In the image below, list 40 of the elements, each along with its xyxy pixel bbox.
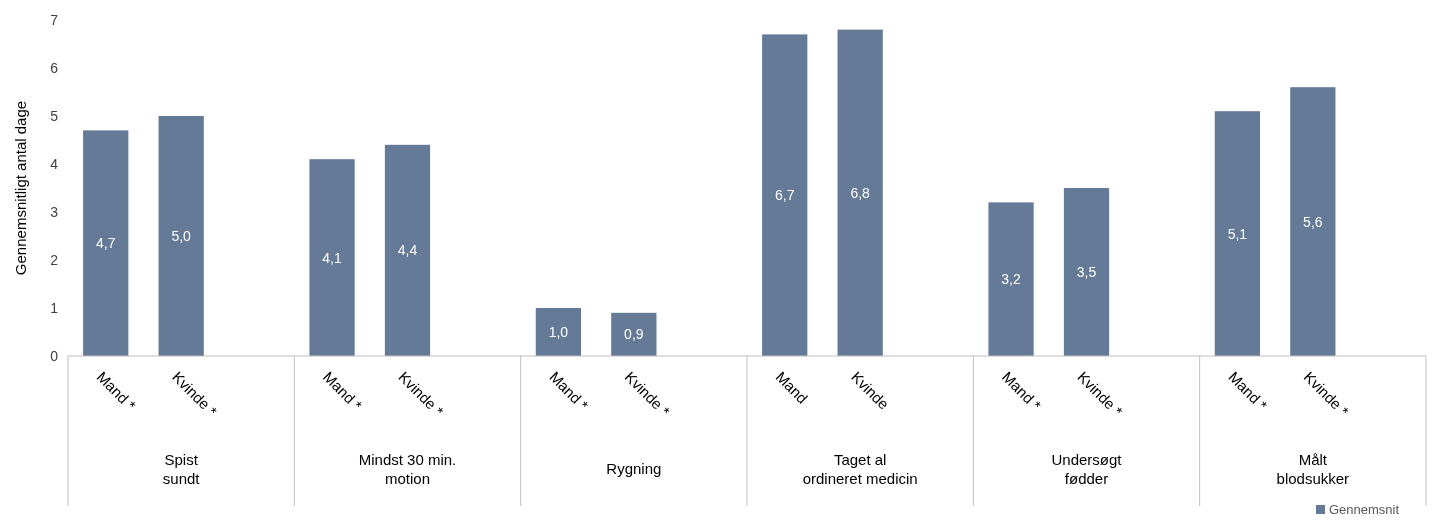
- text: Målt blodsukker: [1276, 451, 1350, 487]
- bar: [384, 144, 431, 356]
- y-axis-title: Gennemsnitligt antal dage: [12, 100, 29, 276]
- text: Spist sundt: [162, 451, 201, 487]
- y-tick-label: 3: [50, 204, 59, 220]
- data-label: 6,8: [850, 184, 871, 201]
- bar: [158, 116, 204, 356]
- data-label: 4,1: [322, 249, 342, 266]
- data-label: 5,0: [171, 228, 192, 244]
- legend-label: Gennemsnit: [1329, 502, 1400, 517]
- y-tick-label: 2: [50, 252, 59, 268]
- data-label: 3,5: [1076, 264, 1097, 280]
- data-label: 5,6: [1303, 213, 1323, 230]
- bar: [1214, 111, 1261, 356]
- data-label: 6,7: [774, 187, 795, 204]
- data-label: 5,1: [1227, 225, 1248, 242]
- data-label: 3,2: [1001, 271, 1021, 288]
- y-tick-label: 4: [50, 156, 59, 172]
- y-tick-label: 0: [50, 348, 59, 364]
- bar: [988, 202, 1034, 356]
- y-tick-label: 1: [50, 300, 59, 316]
- bar: [837, 29, 883, 356]
- data-label: 4,7: [95, 235, 116, 252]
- text: Rygning: [606, 460, 662, 477]
- y-tick-label: 6: [50, 60, 59, 76]
- bar: [1063, 188, 1110, 356]
- y-tick-label: 7: [50, 12, 59, 28]
- bar: [83, 130, 129, 356]
- text: Mindst 30 min. motion: [358, 451, 457, 487]
- bar: [611, 312, 657, 356]
- text: Taget al ordineret medicin: [802, 451, 918, 487]
- y-tick-label: 5: [50, 108, 59, 124]
- data-label: 0,9: [624, 326, 644, 343]
- bar: [309, 159, 355, 356]
- bar: [762, 34, 808, 356]
- bar: [1290, 87, 1336, 356]
- bar: [535, 308, 582, 356]
- text: Undersøgt fødder: [1051, 451, 1123, 487]
- data-label: 4,4: [397, 242, 418, 259]
- data-label: 1,0: [548, 324, 569, 340]
